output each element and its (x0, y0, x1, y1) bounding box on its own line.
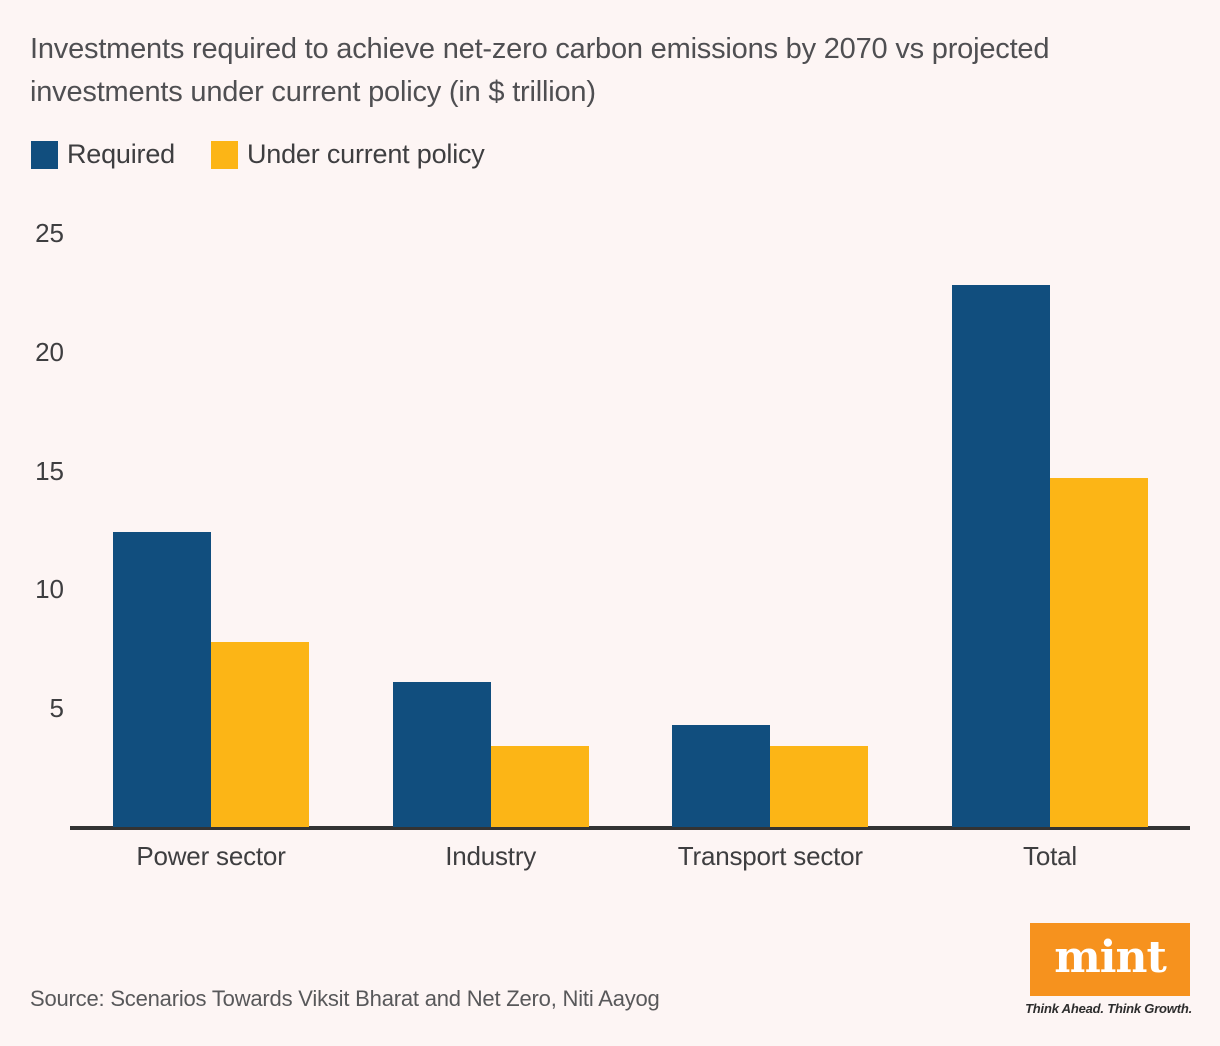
legend-item-current-policy: Under current policy (210, 139, 485, 170)
bar-required (113, 532, 211, 827)
bar-required (392, 682, 491, 827)
x-axis-line (70, 826, 1190, 830)
y-tick-label: 15 (35, 455, 64, 486)
y-tick-label: 20 (35, 336, 64, 367)
mint-logo: mint (1030, 923, 1190, 996)
bar-current-policy (211, 641, 309, 827)
mint-logo-text: mint (1054, 931, 1167, 983)
bar-required (672, 724, 771, 827)
required-swatch-icon (31, 140, 58, 169)
y-tick-label: 10 (35, 574, 64, 605)
source-note: Source: Scenarios Towards Viksit Bharat … (30, 986, 660, 1011)
legend-label-required: Required (67, 139, 175, 169)
chart-title: Investments required to achieve net-zero… (30, 33, 1050, 108)
x-category-label: Power sector (136, 841, 286, 871)
bar-current-policy (1050, 477, 1148, 827)
x-category-label: Industry (445, 841, 537, 871)
x-category-label: Transport sector (677, 841, 863, 871)
bar-current-policy (490, 746, 589, 827)
x-category-label: Total (1023, 841, 1077, 871)
y-tick-label: 5 (49, 693, 64, 724)
bar-required (952, 285, 1050, 827)
legend: Required Under current policy (31, 139, 485, 170)
y-tick-label: 25 (35, 218, 64, 248)
legend-item-required: Required (31, 139, 175, 170)
current-policy-swatch-icon (210, 140, 238, 169)
bar-current-policy (770, 746, 869, 827)
legend-label-current-policy: Under current policy (246, 139, 485, 169)
mint-tagline: Think Ahead. Think Growth. (1025, 1001, 1192, 1016)
